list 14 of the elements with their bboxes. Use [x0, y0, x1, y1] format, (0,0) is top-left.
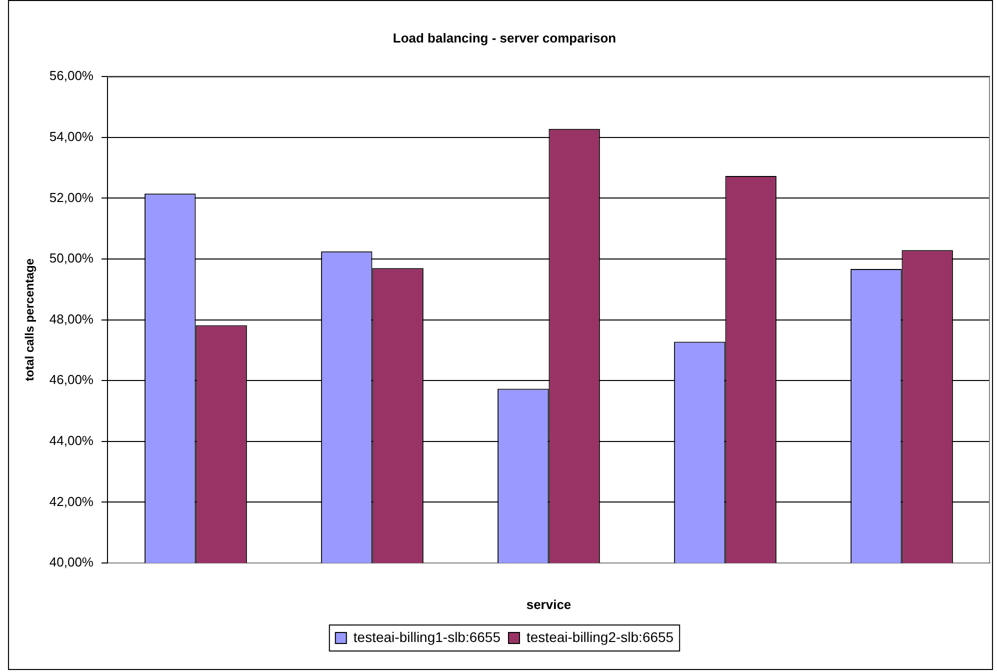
y-tick-label: 42,00%	[49, 494, 94, 509]
chart-title: Load balancing - server comparison	[392, 30, 616, 46]
y-tick-label: 50,00%	[49, 250, 94, 266]
y-tick-label: 40,00%	[49, 554, 94, 570]
y-tick-label: 46,00%	[49, 372, 94, 388]
y-axis-title: total calls percentage	[22, 258, 37, 382]
legend-label: testeai-billing2-slb:6655	[526, 628, 674, 645]
y-tick-label: 44,00%	[49, 432, 94, 448]
legend-label: testeai-billing1-slb:6655	[353, 628, 501, 645]
y-tick-label: 56,00%	[49, 68, 94, 84]
y-tick-label: 52,00%	[49, 190, 94, 205]
y-tick-label: 54,00%	[49, 128, 94, 144]
x-axis-title: service	[526, 596, 572, 612]
y-tick-label: 48,00%	[49, 311, 94, 326]
